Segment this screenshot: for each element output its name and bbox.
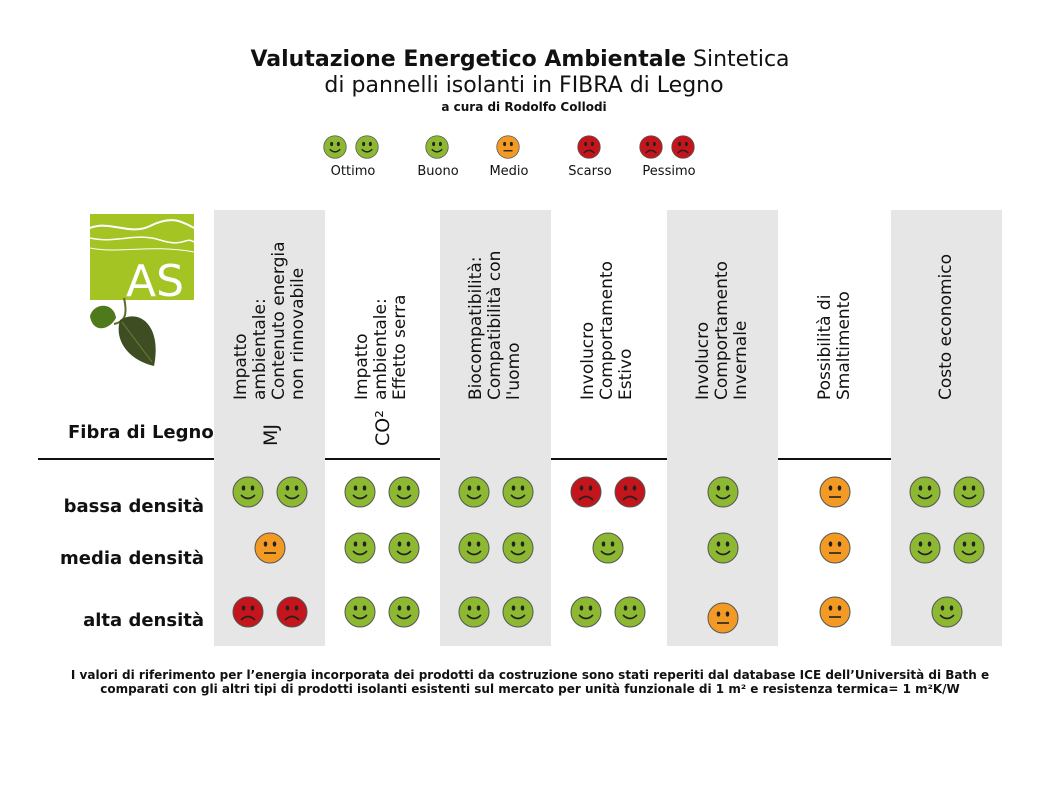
column-header-line: Impatto [230, 333, 251, 400]
smiley-sad-icon [276, 596, 307, 628]
smiley-happy-icon [388, 532, 419, 564]
smiley-sad-icon [577, 135, 601, 159]
smiley-sad-icon [614, 476, 645, 508]
smiley-happy-icon [707, 532, 738, 564]
smiley-neutral-icon [707, 602, 738, 634]
smiley-happy-icon [388, 476, 419, 508]
column-background [891, 210, 1002, 646]
legend-label: Ottimo [330, 164, 376, 179]
smiley-happy-icon [323, 135, 347, 159]
smiley-happy-icon [344, 476, 375, 508]
column-header-line: Invernale [731, 320, 751, 400]
column-header-line: Effetto serra [390, 294, 410, 400]
column-header-line: Impatto [352, 333, 372, 400]
column-header-line: Involucro [578, 321, 598, 400]
smiley-neutral-icon [254, 532, 285, 564]
row-label: alta densità [83, 610, 204, 631]
smiley-sad-icon [639, 135, 663, 159]
footnote-line2: comparati con gli altri tipi di prodotti… [100, 682, 960, 696]
column-header-line: Possibilità di [814, 294, 835, 400]
smiley-neutral-icon [496, 135, 520, 159]
smiley-sad-icon [570, 476, 601, 508]
smiley-happy-icon [355, 135, 379, 159]
column-background [440, 210, 551, 646]
smiley-happy-icon [388, 596, 419, 628]
smiley-neutral-icon [819, 532, 850, 564]
smiley-happy-icon [458, 596, 489, 628]
column-background [214, 210, 325, 646]
smiley-happy-icon [425, 135, 449, 159]
legend-label: Medio [489, 164, 529, 179]
smiley-happy-icon [570, 596, 601, 628]
smiley-neutral-icon [819, 596, 850, 628]
smiley-happy-icon [931, 596, 962, 628]
smiley-happy-icon [502, 596, 533, 628]
smiley-happy-icon [502, 476, 533, 508]
column-header-line: ambientale: [371, 298, 391, 400]
smiley-happy-icon [276, 476, 307, 508]
column-background [667, 210, 778, 646]
column-header-line: l'uomo [504, 342, 524, 400]
smiley-happy-icon [344, 532, 375, 564]
logo-graphic: AS [90, 219, 194, 300]
smiley-happy-icon [909, 532, 940, 564]
legend-label: Scarso [568, 164, 612, 179]
smiley-happy-icon [232, 476, 263, 508]
page-subtitle: a cura di Rodolfo Collodi [441, 100, 607, 114]
column-header-line: Compatibilità con [485, 250, 505, 400]
row-label: bassa densità [63, 496, 204, 517]
legend-label: Pessimo [642, 164, 696, 179]
column-header-line: ambientale: [249, 298, 270, 400]
footnote: I valori di riferimento per l’energia in… [20, 668, 1040, 696]
smiley-happy-icon [502, 532, 533, 564]
smiley-sad-icon [232, 596, 263, 628]
page-title: Valutazione Energetico Ambientale Sintet… [0, 46, 1040, 74]
smiley-happy-icon [953, 476, 984, 508]
smiley-happy-icon [707, 476, 738, 508]
column-header-line: Costo economico [936, 253, 956, 400]
smiley-happy-icon [458, 476, 489, 508]
footnote-line1: I valori di riferimento per l’energia in… [70, 668, 990, 682]
row-label: media densità [60, 548, 204, 569]
column-header-line: Comportamento [597, 261, 617, 400]
smiley-happy-icon [909, 476, 940, 508]
column-header-line: Comportamento [712, 261, 732, 400]
smiley-happy-icon [458, 532, 489, 564]
column-header-line: Biocompatibilità: [466, 256, 486, 400]
column-header-line: non rinnovabile [287, 267, 308, 400]
title-bold: Valutazione Energetico Ambientale [250, 47, 687, 72]
title-rest: Sintetica [686, 47, 790, 72]
smiley-happy-icon [614, 596, 645, 628]
column-header-line: Contenuto energia [268, 241, 289, 400]
smiley-happy-icon [592, 532, 623, 564]
column-header-line: Involucro [693, 321, 713, 400]
logo-text: AS [126, 256, 184, 300]
leaf-icon [90, 297, 156, 366]
page-title-line2: di pannelli isolanti in FIBRA di Legno [324, 73, 724, 98]
column-unit: MJ [259, 424, 282, 446]
column-header-line: Estivo [616, 348, 636, 400]
column-unit: CO² [371, 410, 394, 446]
legend-label: Buono [417, 164, 459, 179]
row-header: Fibra di Legno [68, 422, 214, 443]
as-logo: AS [90, 214, 194, 300]
smiley-happy-icon [344, 596, 375, 628]
smiley-neutral-icon [819, 476, 850, 508]
smiley-happy-icon [953, 532, 984, 564]
column-header-line: Smaltimento [833, 291, 854, 400]
smiley-sad-icon [671, 135, 695, 159]
